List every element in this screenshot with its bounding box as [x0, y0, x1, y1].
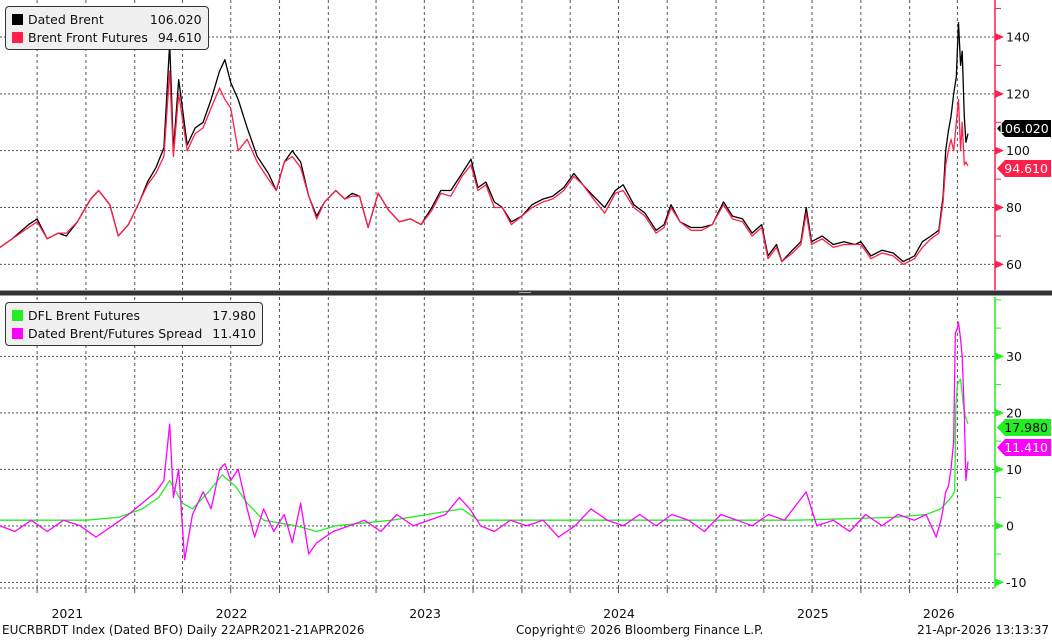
y-tick-arrow	[995, 578, 1004, 587]
y-tick-arrow	[995, 521, 1004, 530]
series-line-dated-brent-futures-spread	[0, 321, 969, 561]
y-tick-arrow	[995, 465, 1004, 474]
legend-value: 106.020	[149, 11, 202, 27]
legend-label: Brent Front Futures	[28, 29, 148, 45]
top-legend: Dated Brent 106.020 Brent Front Futures 94…	[5, 6, 209, 50]
legend-value: 11.410	[212, 325, 257, 341]
x-year-label: 2023	[409, 606, 441, 621]
legend-item-dated-brent[interactable]: Dated Brent 106.020	[12, 10, 202, 28]
footer-ticker: EUCRBRDT Index (Dated BFO) Daily 22APR20…	[2, 623, 365, 637]
y-tick-label: 80	[1006, 200, 1022, 215]
legend-label: Dated Brent/Futures Spread	[28, 325, 203, 341]
y-tick-arrow	[995, 408, 1004, 417]
y-tick-arrow	[995, 260, 1004, 269]
y-tick-label: -10	[1006, 575, 1026, 590]
y-tick-arrow	[995, 203, 1004, 212]
y-tick-label: 20	[1006, 405, 1022, 420]
x-year-label: 2025	[797, 606, 829, 621]
y-tick-arrow	[995, 352, 1004, 361]
y-tick-label: 30	[1006, 349, 1022, 364]
legend-item-spread[interactable]: Dated Brent/Futures Spread 11.410	[12, 324, 256, 342]
footer-copyright: Copyright© 2026 Bloomberg Finance L.P.	[516, 623, 764, 637]
last-value-tag-brent-futures: 94.610	[997, 160, 1051, 177]
legend-value: 94.610	[157, 29, 202, 45]
last-value-tag-dfl: 17.980	[997, 419, 1051, 436]
y-tick-arrow	[995, 89, 1004, 98]
x-year-label: 2022	[216, 606, 248, 621]
last-value-tag-dated-brent: 106.020	[997, 120, 1051, 137]
y-tick-label: 60	[1006, 257, 1022, 272]
y-tick-label: 0	[1006, 518, 1014, 533]
footer-timestamp: 21-Apr-2026 13:13:37	[917, 623, 1049, 637]
legend-item-dfl-brent-futures[interactable]: DFL Brent Futures 17.980	[12, 306, 256, 324]
legend-value: 17.980	[212, 307, 257, 323]
x-year-label: 2021	[51, 606, 83, 621]
y-tick-label: 10	[1006, 462, 1022, 477]
y-tick-arrow	[995, 146, 1004, 155]
legend-label: DFL Brent Futures	[28, 307, 140, 323]
series-line-brent-front-futures	[0, 70, 969, 266]
y-tick-label: 140	[1006, 29, 1030, 44]
x-year-label: 2026	[923, 606, 955, 621]
y-tick-label: 100	[1006, 143, 1030, 158]
legend-item-brent-front-futures[interactable]: Brent Front Futures 94.610	[12, 28, 202, 46]
series-line-dfl-brent-futures	[0, 378, 969, 533]
x-year-label: 2024	[603, 606, 635, 621]
legend-swatch	[12, 309, 23, 321]
legend-label: Dated Brent	[28, 11, 104, 27]
y-tick-label: 120	[1006, 86, 1030, 101]
y-tick-arrow	[995, 32, 1004, 41]
series-line-dated-brent	[0, 22, 969, 263]
legend-swatch	[12, 31, 23, 43]
bottom-legend: DFL Brent Futures 17.980 Dated Brent/Futu…	[5, 302, 264, 346]
legend-swatch	[12, 13, 23, 25]
last-value-tag-spread: 11.410	[997, 439, 1051, 456]
legend-swatch	[12, 327, 23, 339]
